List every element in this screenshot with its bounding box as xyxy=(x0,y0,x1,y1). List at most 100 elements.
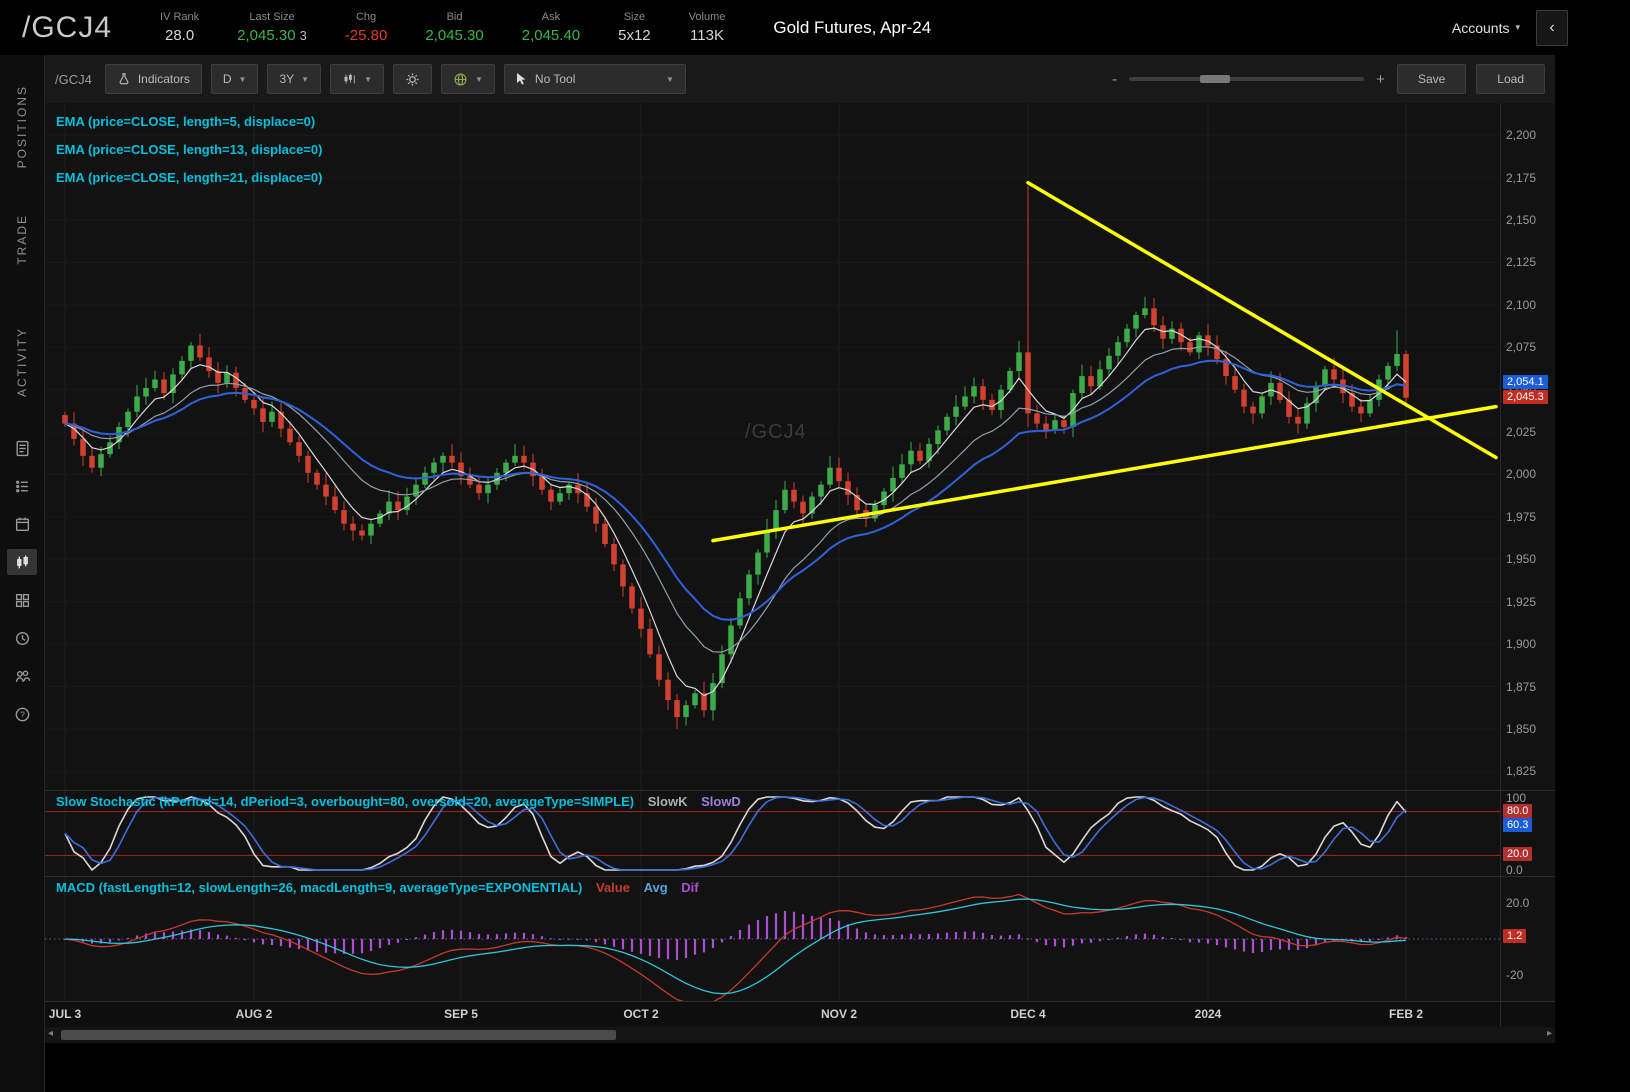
indicators-button[interactable]: Indicators xyxy=(104,64,202,94)
price-axis[interactable]: 2,2002,1752,1502,1252,1002,0752,0502,025… xyxy=(1500,103,1555,790)
stat-size: Size 5x12 xyxy=(618,11,651,44)
list-icon[interactable] xyxy=(7,473,37,499)
macd-canvas[interactable] xyxy=(45,877,1500,1001)
stat-bid: Bid 2,045.30 xyxy=(425,11,483,44)
chart-settings-button[interactable] xyxy=(393,64,432,94)
caret-down-icon: ▼ xyxy=(666,74,674,84)
price-badge: 2,045.3 xyxy=(1503,389,1548,404)
symbol: /GCJ4 xyxy=(22,10,113,44)
stochastic-study-label[interactable]: Slow Stochastic (kPeriod=14, dPeriod=3, … xyxy=(56,794,635,809)
time-axis-label: SEP 5 xyxy=(444,1007,478,1021)
price-badge: 2,054.1 xyxy=(1503,374,1548,389)
clock-icon[interactable] xyxy=(7,625,37,651)
help-icon[interactable]: ? xyxy=(7,701,37,727)
stat-change: Chg -25.80 xyxy=(345,11,388,44)
scroll-right-icon[interactable]: ▸ xyxy=(1546,1028,1552,1039)
expand-right-panel-button[interactable]: ‹ xyxy=(1536,9,1568,46)
zoom-slider-thumb[interactable] xyxy=(1199,75,1230,83)
price-badge: 60.3 xyxy=(1503,817,1533,832)
macd-panel[interactable]: MACD (fastLength=12, slowLength=26, macd… xyxy=(45,876,1500,1001)
axis-tick: 0.0 xyxy=(1506,863,1523,876)
time-axis-label: 2024 xyxy=(1194,1007,1222,1021)
time-axis: JUL 3 AUG 2 SEP 5 OCT 2 NOV 2 DEC 4 2024 FEB 2 xyxy=(45,1001,1500,1027)
ema21-legend[interactable]: EMA (price=CLOSE, length=21, displace=0) xyxy=(56,170,323,185)
time-axis-label: AUG 2 xyxy=(235,1007,273,1021)
axis-tick: -20 xyxy=(1506,968,1524,983)
save-button[interactable]: Save xyxy=(1396,64,1467,94)
axis-tick: 2,125 xyxy=(1506,255,1537,270)
stat-value: 2,045.40 xyxy=(521,27,581,44)
trendline[interactable] xyxy=(1026,180,1498,460)
axis-tick: 1,950 xyxy=(1506,552,1537,567)
trendline[interactable] xyxy=(711,404,1498,543)
caret-down-icon: ▼ xyxy=(475,74,483,84)
axis-tick: 1,900 xyxy=(1506,637,1537,652)
zoom-slider[interactable] xyxy=(1129,75,1365,83)
caret-down-icon: ▼ xyxy=(238,74,247,84)
load-button[interactable]: Load xyxy=(1476,64,1545,94)
chart-style-icon xyxy=(344,73,355,84)
trendlines[interactable] xyxy=(711,180,1498,543)
macd-legend: MACD (fastLength=12, slowLength=26, macd… xyxy=(56,880,699,895)
ema13-legend[interactable]: EMA (price=CLOSE, length=13, displace=0) xyxy=(56,142,323,157)
accounts-dropdown[interactable]: Accounts ▾ xyxy=(1452,20,1520,36)
candlestick-chart-icon[interactable] xyxy=(7,549,37,576)
scrollbar-thumb[interactable] xyxy=(61,1030,616,1040)
price-chart-canvas[interactable] xyxy=(45,103,1500,790)
timeframe-dropdown[interactable]: D ▼ xyxy=(210,64,259,94)
stochastic-panel[interactable]: Slow Stochastic (kPeriod=14, dPeriod=3, … xyxy=(45,790,1500,876)
macd-value-legend: Value xyxy=(596,880,630,895)
slowk-legend: SlowK xyxy=(647,794,688,809)
stat-value: 2,045.30 3 xyxy=(237,27,307,44)
scroll-left-icon[interactable]: ◂ xyxy=(48,1028,54,1039)
stat-ask: Ask 2,045.40 xyxy=(522,11,580,44)
axis-tick: 1,925 xyxy=(1506,594,1537,609)
stat-value: 113K xyxy=(690,27,724,44)
prophet-mode-dropdown[interactable]: ▼ xyxy=(441,64,495,94)
macd-axis[interactable]: 20.0 -20 1.2 xyxy=(1500,876,1555,1001)
axis-tick: 2,025 xyxy=(1506,425,1537,440)
cursor-icon xyxy=(516,73,526,85)
stochastic-legend: Slow Stochastic (kPeriod=14, dPeriod=3, … xyxy=(56,794,741,809)
time-axis-label: JUL 3 xyxy=(48,1007,82,1021)
chart-style-dropdown[interactable]: ▼ xyxy=(330,64,384,94)
axis-tick: 20.0 xyxy=(1506,895,1530,910)
chart-scrollbar[interactable]: ◂ ▸ xyxy=(45,1027,1555,1043)
zoom-in-button[interactable]: + xyxy=(1376,70,1385,88)
chart-panel: /GCJ4 Indicators D ▼ 3Y ▼ xyxy=(45,55,1630,1092)
axis-tick: 1,975 xyxy=(1506,509,1537,524)
stat-value: 5x12 xyxy=(618,27,651,44)
accounts-label: Accounts xyxy=(1451,19,1510,36)
stochastic-axis[interactable]: 100 0.0 80.0 60.3 20.0 xyxy=(1500,790,1555,876)
people-icon[interactable] xyxy=(7,663,37,689)
sidebar-tab-activity[interactable]: ACTIVITY xyxy=(15,327,29,398)
drawing-tool-dropdown[interactable]: No Tool ▼ xyxy=(503,64,686,94)
last-price: 2,045.30 xyxy=(237,27,296,44)
calendar-icon[interactable] xyxy=(7,511,37,537)
stat-label: Volume xyxy=(688,11,726,23)
stochastic-canvas[interactable] xyxy=(45,791,1500,876)
price-badge: 1.2 xyxy=(1503,928,1527,943)
chevron-left-icon: ‹ xyxy=(1549,18,1555,36)
ema-legend: EMA (price=CLOSE, length=5, displace=0) … xyxy=(56,108,322,192)
chart-symbol-label: /GCJ4 xyxy=(55,71,92,87)
axis-tick: 1,825 xyxy=(1506,764,1537,779)
tool-value: No Tool xyxy=(534,72,576,86)
report-icon[interactable] xyxy=(7,435,37,461)
symbol-watermark: /GCJ4 xyxy=(745,421,807,443)
macd-study-label[interactable]: MACD (fastLength=12, slowLength=26, macd… xyxy=(56,880,583,895)
sidebar-tab-positions[interactable]: POSITIONS xyxy=(15,85,29,169)
price-badge: 20.0 xyxy=(1503,847,1533,862)
macd-histogram xyxy=(63,911,1408,960)
time-axis-label: OCT 2 xyxy=(623,1007,659,1021)
zoom-out-button[interactable]: - xyxy=(1112,70,1118,88)
range-dropdown[interactable]: 3Y ▼ xyxy=(267,64,322,94)
ema5-legend[interactable]: EMA (price=CLOSE, length=5, displace=0) xyxy=(56,114,316,129)
price-chart[interactable]: EMA (price=CLOSE, length=5, displace=0) … xyxy=(45,103,1500,790)
time-axis-label: FEB 2 xyxy=(1388,1007,1424,1021)
sidebar-tab-trade[interactable]: TRADE xyxy=(15,214,29,266)
stat-value: 2,045.30 xyxy=(425,27,484,44)
grid-icon[interactable] xyxy=(7,587,37,613)
stat-label: Bid xyxy=(446,11,463,23)
